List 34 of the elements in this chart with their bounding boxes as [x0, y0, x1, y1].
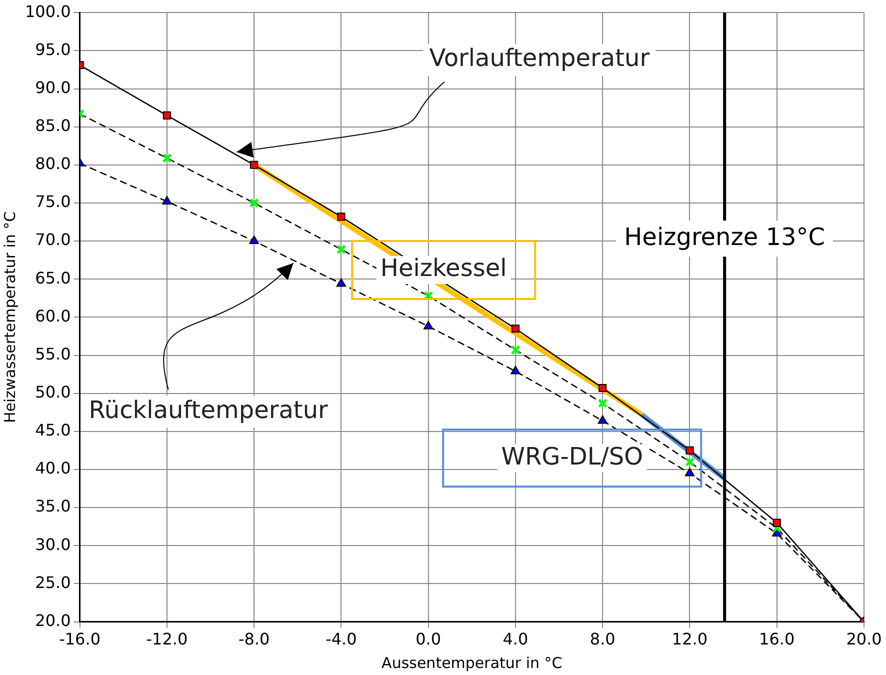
x-tick-label: 0.0: [416, 630, 442, 649]
x-tick-label: -8.0: [238, 630, 270, 649]
x-tick-label: -16.0: [59, 630, 101, 649]
y-tick-label: 40.0: [35, 458, 71, 478]
y-tick-label: 45.0: [35, 420, 71, 440]
y-tick-label: 60.0: [35, 306, 71, 326]
y-tick-label: 50.0: [35, 382, 71, 402]
x-tick-label: 20.0: [846, 630, 882, 649]
y-tick-label: 55.0: [35, 344, 71, 364]
y-tick-label: 100.0: [24, 2, 71, 21]
annotation: WRG-DL/SO: [501, 442, 643, 470]
y-tick-label: 65.0: [35, 268, 71, 288]
y-tick-label: 20.0: [35, 610, 71, 630]
y-tick-label: 95.0: [35, 40, 71, 59]
x-axis-title: Aussentemperatur in °C: [382, 654, 562, 672]
y-tick-label: 35.0: [35, 496, 71, 516]
annotation: Rücklauftemperatur: [88, 396, 328, 424]
y-tick-label: 70.0: [35, 230, 71, 250]
ref-line-label: Heizgrenze 13°C: [624, 222, 826, 251]
x-tick-label: 8.0: [590, 630, 616, 649]
x-tick-label: -4.0: [326, 630, 357, 649]
y-axis-title: Heizwassertemperatur in °C: [0, 211, 19, 424]
y-tick-label: 75.0: [35, 192, 71, 212]
annotation: Heizkessel: [380, 254, 507, 282]
y-tick-label: 80.0: [35, 154, 71, 174]
y-tick-label: 30.0: [35, 534, 71, 554]
y-tick-label: 90.0: [35, 78, 71, 97]
x-tick-label: 4.0: [502, 630, 528, 649]
x-tick-label: 16.0: [759, 630, 795, 649]
annotation: Vorlauftemperatur: [429, 44, 650, 72]
x-tick-label: 12.0: [672, 630, 708, 649]
y-tick-label: 85.0: [35, 116, 71, 135]
y-tick-label: 25.0: [35, 572, 71, 592]
x-tick-label: -12.0: [146, 630, 188, 649]
